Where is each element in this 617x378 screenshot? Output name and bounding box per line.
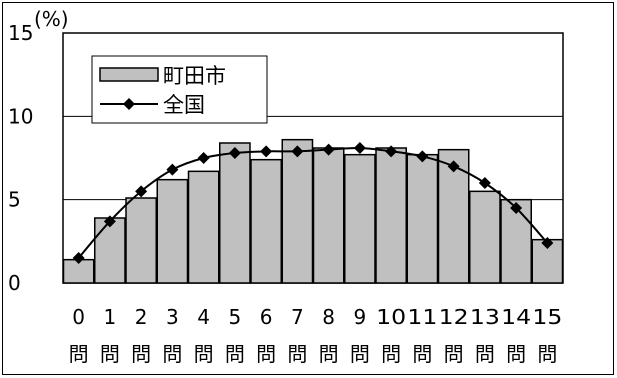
line-series xyxy=(72,142,554,264)
x-tick-label-14: 14 xyxy=(501,305,531,329)
x-tick-suffix-2: 問 xyxy=(131,342,151,366)
x-tick-suffix-9: 問 xyxy=(350,342,370,366)
national-point-2 xyxy=(135,185,148,198)
y-axis-ticks: 0 5 10 15 xyxy=(8,21,33,295)
legend-box xyxy=(91,55,268,124)
x-tick-label-1: 1 xyxy=(104,305,117,329)
x-tick-suffix-4: 問 xyxy=(194,342,214,366)
x-tick-suffix-8: 問 xyxy=(319,342,339,366)
x-tick-label-6: 6 xyxy=(260,305,273,329)
national-point-8 xyxy=(322,143,335,156)
national-point-6 xyxy=(260,145,273,158)
x-tick-suffix-11: 問 xyxy=(412,342,432,366)
y-tick-label-10: 10 xyxy=(8,104,33,128)
national-point-13 xyxy=(478,177,491,189)
x-tick-suffix-7: 問 xyxy=(287,342,307,366)
x-tick-suffix-5: 問 xyxy=(225,342,245,366)
legend-diamond-marker xyxy=(123,98,135,110)
bar-7 xyxy=(281,138,314,284)
national-point-0 xyxy=(72,252,85,264)
national-point-14 xyxy=(510,202,523,214)
legend: 町田市 全国 xyxy=(91,55,268,124)
x-tick-suffix-0: 問 xyxy=(69,342,89,366)
bar-1 xyxy=(94,217,126,284)
x-tick-suffix-3: 問 xyxy=(162,342,182,366)
national-point-3 xyxy=(166,163,179,176)
legend-label-machida: 町田市 xyxy=(163,64,226,88)
x-tick-label-12: 12 xyxy=(439,305,469,329)
bar-9 xyxy=(344,153,376,284)
national-point-10 xyxy=(385,145,398,158)
national-point-9 xyxy=(353,142,366,154)
y-tick-label-0: 0 xyxy=(8,271,21,295)
bar-3 xyxy=(156,178,189,284)
bar-13 xyxy=(469,190,501,284)
x-tick-suffix-12: 問 xyxy=(444,342,464,366)
x-tick-label-3: 3 xyxy=(166,305,179,329)
x-tick-label-10: 10 xyxy=(376,305,406,329)
national-point-7 xyxy=(291,145,304,158)
x-tick-suffix-1: 問 xyxy=(100,342,120,366)
x-tick-label-13: 13 xyxy=(470,305,500,329)
x-tick-suffix-6: 問 xyxy=(256,342,276,366)
national-line xyxy=(77,146,549,259)
bar-10 xyxy=(375,147,407,284)
legend-bar-swatch xyxy=(99,67,159,82)
bar-2 xyxy=(125,197,157,284)
bar-5 xyxy=(219,142,251,284)
x-tick-suffix-10: 問 xyxy=(381,342,401,366)
national-point-11 xyxy=(416,150,429,163)
legend-label-national: 全国 xyxy=(163,93,205,117)
x-tick-suffix-14: 問 xyxy=(506,342,526,366)
x-tick-label-9: 9 xyxy=(354,305,367,329)
national-point-12 xyxy=(447,160,460,173)
bar-8 xyxy=(312,147,345,284)
x-tick-label-8: 8 xyxy=(322,305,335,329)
x-tick-label-2: 2 xyxy=(135,305,148,329)
x-tick-label-5: 5 xyxy=(229,305,242,329)
x-tick-suffix-15: 問 xyxy=(537,342,557,366)
national-point-4 xyxy=(197,152,210,164)
bar-11 xyxy=(406,153,439,284)
x-tick-suffix-13: 問 xyxy=(475,342,495,366)
y-tick-label-5: 5 xyxy=(8,188,21,212)
x-tick-label-4: 4 xyxy=(197,305,210,329)
national-point-1 xyxy=(103,215,116,228)
bar-series xyxy=(62,138,564,284)
bar-6 xyxy=(250,158,282,284)
y-tick-label-15: 15 xyxy=(8,21,33,45)
x-tick-label-15: 15 xyxy=(532,305,562,329)
national-point-15 xyxy=(541,237,554,249)
bar-4 xyxy=(187,170,220,284)
x-tick-label-7: 7 xyxy=(291,305,304,329)
national-point-5 xyxy=(228,147,241,159)
y-axis-unit-label: (%) xyxy=(34,7,69,31)
x-tick-label-11: 11 xyxy=(407,305,437,329)
x-tick-label-0: 0 xyxy=(72,305,85,329)
